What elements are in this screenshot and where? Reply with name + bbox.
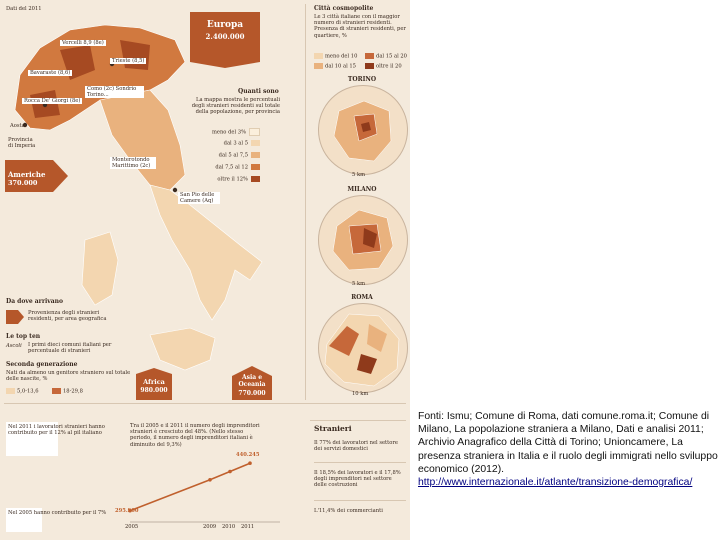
provenienza-arrow-icon [6,310,24,324]
value-end-label: 440.245 [236,452,260,458]
sicily [149,327,216,371]
milano-map [318,195,408,285]
divider [310,420,406,421]
citta-legend-item: dal 15 al 20 [365,53,407,60]
torino-map [318,85,408,175]
source-text: Fonti: Ismu; Comune di Roma, dati comune… [418,411,718,475]
roma-scale: 10 km [352,391,369,397]
map-label: Trieste (8,5) [110,58,147,65]
divider [314,500,406,501]
italy-south [149,184,263,321]
map-label: Como (2c) Sondrio Torino... [85,86,144,99]
tick-label: 2011 [241,524,255,530]
value-start-label: 295.900 [115,508,139,514]
provenienza-title: Da dove arrivano [6,298,63,305]
asia-value: 770.000 [238,390,266,397]
data-point [208,477,212,482]
stranieri-line: L'11,4% dei commercianti [314,508,383,514]
imprenditori-text: Tra il 2005 e il 2011 il numero degli im… [130,423,260,448]
source-link[interactable]: http://www.internazionale.it/atlante/tra… [418,477,693,489]
africa-value: 980.000 [140,387,168,394]
tick-label: 2005 [125,524,139,530]
citta-legend-item: oltre il 20 [365,63,402,70]
citta-legend-item: dal 10 al 15 [314,63,356,70]
americhe-value: 370.000 [8,179,38,187]
divider [314,462,406,463]
map-label: San Pio delle Camere (Aq) [178,192,220,205]
quanti-legend-item: dal 3 al 5 [200,140,260,147]
quanti-legend-item: meno del 3% [200,128,260,136]
map-label: Rocca De' Giorgi (8e) [22,98,83,105]
data-point [128,508,132,513]
quanti-legend-item: oltre il 12% [200,176,260,183]
milano-scale: 5 km [352,281,366,287]
americhe-label: Americhe [8,170,46,179]
north-dark-patches [30,40,150,118]
africa-arrow [136,368,172,400]
city-name-roma: ROMA [351,294,373,301]
topten-example: Ascoli [6,343,22,349]
seconda-range: 5,0-13,6 [6,388,39,395]
imprenditori-chart [128,461,280,523]
source-caption: Fonti: Ismu; Comune di Roma, dati comune… [418,410,718,489]
seconda-desc: Nati da almeno un genitore straniero sul… [6,370,131,383]
europa-value: 2.400.000 [205,32,245,41]
lavoratori-box-2005 [6,508,42,532]
citta-title: Città cosmopolite [314,5,374,12]
map-label: Monterotondo Marittimo (2c) [110,157,156,170]
top-ten-marker [172,187,178,193]
citta-legend-item: meno del 10 [314,53,357,60]
seconda-title: Seconda generazione [6,361,78,368]
infographic-panel: Dati del 2011 Vercelli 8,9 (8e) Trieste … [0,0,410,540]
seconda-range: 18-29,8 [52,388,83,395]
citta-desc: Le 3 città italiane con il maggior numer… [314,14,406,39]
divider [4,403,406,404]
roma-map [318,303,408,393]
tick-label: 2009 [203,524,217,530]
africa-label: Africa [143,378,165,386]
italy-map [14,24,263,371]
city-name-milano: MILANO [347,186,377,193]
topten-title: Le top ten [6,333,41,340]
quanti-legend-item: dal 7,5 al 12 [200,164,260,171]
tick-label: 2010 [222,524,236,530]
quanti-desc: La mappa mostra le percentuali degli str… [191,97,280,116]
quanti-title: Quanti sono [238,88,279,95]
provenienza-desc: Provenienza degli stranieri residenti, p… [28,310,107,323]
map-label: Bavaraste (8,6) [28,70,73,77]
topten-desc: I primi dieci comuni italiani per percen… [28,342,112,355]
lavoratori-box [6,422,58,456]
europa-arrow [190,12,260,68]
sardinia [81,231,119,306]
europa-label: Europa [206,20,244,30]
map-label: Aosta [10,123,25,129]
quanti-legend-item: dal 5 al 7,5 [200,152,260,159]
asia-label: Asia e Oceania [238,374,266,388]
map-label: Vercelli 8,9 (8e) [60,40,106,47]
corner-label: Dati del 2011 [6,6,42,12]
lavoratori-text-2005: Nel 2005 hanno contribuito per il 7% [8,510,107,516]
americhe-arrow [5,160,68,192]
city-name-torino: TORINO [347,76,377,83]
lavoratori-text-2011: Nel 2011 i lavoratori stranieri hanno co… [8,424,105,437]
stranieri-line: Il 18,5% dei lavoratori e il 17,8% degli… [314,470,401,489]
italy-center [99,89,186,191]
asia-arrow [232,366,272,400]
data-point [248,461,252,466]
stranieri-title: Stranieri [314,424,352,433]
torino-scale: 5 km [352,172,366,178]
stranieri-line: Il 77% dei lavoratori nel settore dei se… [314,440,398,453]
top-ten-marker [22,122,28,128]
map-label: Provincia di Imperia [8,137,36,150]
series-line [129,462,251,512]
data-point [228,469,232,474]
divider [305,4,306,400]
